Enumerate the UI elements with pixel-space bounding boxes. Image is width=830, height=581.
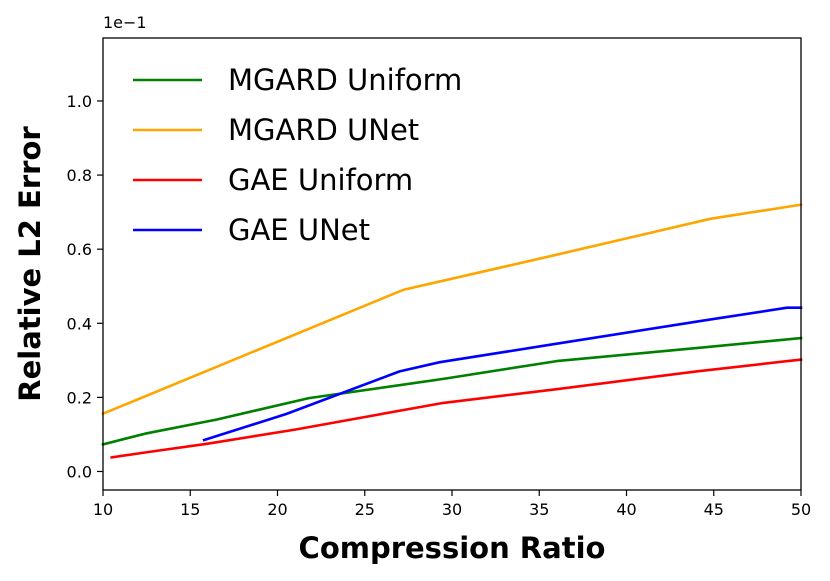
y-tick-label: 0.8	[67, 166, 92, 185]
x-tick-label: 30	[442, 500, 462, 519]
y-scale-label: 1e−1	[103, 13, 147, 32]
legend-label-1: MGARD Uniform	[228, 63, 462, 97]
y-tick-label: 0.6	[67, 240, 92, 259]
x-tick-label: 40	[616, 500, 636, 519]
x-tick-label: 50	[791, 500, 811, 519]
x-tick-label: 35	[529, 500, 549, 519]
legend-label-3: GAE Uniform	[228, 163, 413, 197]
y-tick-label: 1.0	[67, 92, 92, 111]
series-line-4	[202, 306, 803, 442]
x-axis-title: Compression Ratio	[299, 531, 606, 565]
series-line-3	[110, 358, 803, 459]
x-tick-label: 45	[704, 500, 724, 519]
series-line-1	[101, 336, 803, 446]
y-tick-label: 0.4	[67, 314, 92, 333]
series-layer	[101, 203, 803, 459]
x-tick-label: 15	[180, 500, 200, 519]
legend: MGARD Uniform MGARD UNet GAE Uniform GAE UN…	[133, 63, 462, 247]
x-tick-label: 20	[267, 500, 287, 519]
legend-label-4: GAE UNet	[228, 213, 370, 247]
series-line-2	[101, 203, 803, 416]
x-axis: 10 15 20 25 30 35 40 45 50	[93, 490, 811, 519]
y-tick-label: 0.2	[67, 388, 92, 407]
y-axis-title: Relative L2 Error	[13, 126, 47, 402]
x-tick-label: 25	[355, 500, 375, 519]
y-tick-label: 0.0	[67, 462, 92, 481]
y-axis: 0.0 0.2 0.4 0.6 0.8 1.0	[67, 92, 103, 481]
legend-label-2: MGARD UNet	[228, 113, 419, 147]
x-tick-label: 10	[93, 500, 113, 519]
